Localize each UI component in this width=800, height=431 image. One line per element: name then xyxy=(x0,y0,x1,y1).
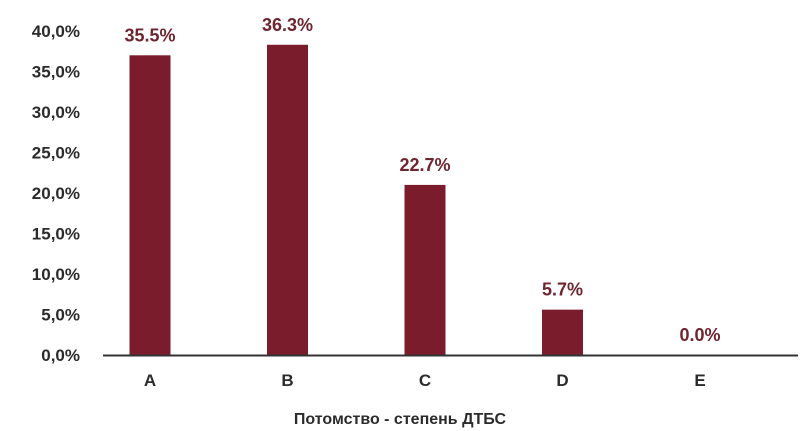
data-label-d: 5.7% xyxy=(542,280,583,300)
data-label-e: 0.0% xyxy=(679,325,720,345)
y-tick-label: 30,0% xyxy=(32,103,80,122)
y-tick-label: 25,0% xyxy=(32,144,80,163)
x-tick-label: A xyxy=(144,371,156,390)
y-tick-label: 10,0% xyxy=(32,265,80,284)
y-tick-label: 15,0% xyxy=(32,225,80,244)
y-tick-label: 5,0% xyxy=(41,306,80,325)
y-tick-label: 20,0% xyxy=(32,184,80,203)
data-labels: 35.5% 36.3% 22.7% 5.7% 0.0% xyxy=(124,15,720,345)
bars xyxy=(129,44,583,356)
x-axis-title: Потомство - степень ДТБС xyxy=(294,411,507,428)
data-label-a: 35.5% xyxy=(124,25,175,45)
data-label-b: 36.3% xyxy=(262,15,313,35)
x-tick-label: B xyxy=(281,371,293,390)
bar-b xyxy=(267,44,308,356)
x-tick-label: C xyxy=(419,371,431,390)
bar-c xyxy=(404,184,446,355)
y-axis-ticks: 0,0% 5,0% 10,0% 15,0% 20,0% 25,0% 30,0% 35,0% 40… xyxy=(32,22,80,365)
x-tick-label: E xyxy=(694,371,705,390)
y-tick-label: 40,0% xyxy=(32,22,80,41)
x-axis-category-labels: A B C D E xyxy=(144,371,706,390)
data-label-c: 22.7% xyxy=(399,155,450,175)
x-tick-label: D xyxy=(556,371,568,390)
y-tick-label: 35,0% xyxy=(32,63,80,82)
bar-a xyxy=(129,55,171,356)
bar-d xyxy=(542,309,583,355)
y-tick-label: 0,0% xyxy=(41,346,80,365)
